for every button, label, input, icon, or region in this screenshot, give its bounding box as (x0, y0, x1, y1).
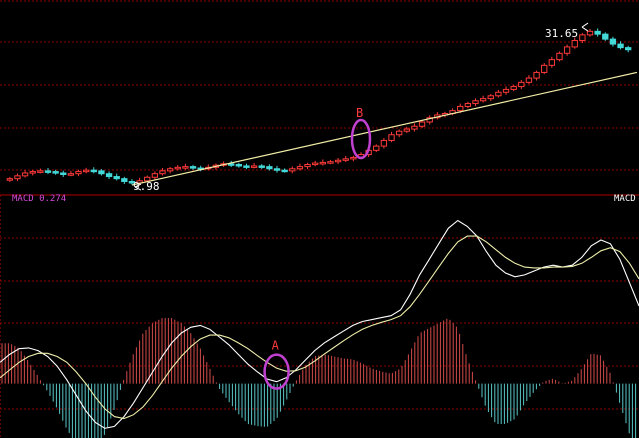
candle-body (319, 161, 326, 165)
candle-body (67, 173, 75, 176)
candle-body (174, 166, 181, 170)
high-price-label: 31.65 (545, 27, 578, 40)
candle-body (579, 34, 586, 42)
candle-body (60, 172, 67, 175)
candle-body (266, 166, 273, 170)
candle-body (518, 81, 525, 88)
candle-body (235, 164, 243, 167)
candle-body (418, 121, 426, 127)
candle-body (487, 95, 494, 100)
candle-body (373, 145, 380, 151)
macd-label: MACD 0.274 (12, 194, 66, 204)
macd-dif-line (0, 219, 639, 429)
candle-body (350, 156, 357, 160)
candle-body (312, 162, 319, 166)
candle-body (258, 165, 265, 168)
candle-body (327, 161, 334, 164)
candle-body (388, 134, 395, 141)
macd-panel (0, 219, 639, 438)
candle-body (548, 59, 556, 66)
candle-body (594, 30, 601, 35)
candle-body (121, 178, 128, 183)
candle-body (243, 165, 250, 168)
low-price-label: 9.98 (133, 180, 160, 193)
candle-body (525, 77, 533, 83)
candle-body (380, 139, 388, 147)
candle-body (289, 168, 296, 172)
candle-body (6, 178, 13, 181)
candle-body (541, 64, 548, 73)
candle-body (144, 176, 151, 182)
candle-body (189, 166, 197, 169)
marker-b-label: B (356, 106, 363, 120)
candle-body (510, 86, 517, 90)
candle-body (182, 166, 189, 169)
candle-body (52, 171, 59, 174)
candle-body (403, 128, 410, 132)
candle-body (105, 173, 113, 178)
candle-body (479, 98, 487, 102)
low-marker-arrow (134, 183, 142, 191)
candle-body (75, 171, 82, 175)
candle-body (14, 175, 21, 180)
candle-body (495, 91, 502, 97)
candle-body (29, 171, 36, 174)
macd-right-label: MACD (614, 194, 636, 204)
candle-body (464, 103, 472, 107)
candle-body (395, 130, 403, 136)
marker-a-label: A (272, 339, 280, 353)
candle-body (625, 47, 632, 51)
candle-body (457, 105, 464, 112)
candle-body (44, 170, 52, 173)
candle-body (273, 168, 281, 171)
candle-body (426, 117, 433, 123)
candle-body (586, 30, 594, 36)
candle-body (250, 165, 258, 168)
candle-body (98, 170, 105, 175)
candle-body (617, 43, 624, 49)
candle-body (281, 169, 288, 173)
candle-body (342, 158, 349, 161)
candle-body (411, 125, 418, 130)
candle-body (533, 71, 540, 79)
candle-body (21, 172, 29, 177)
candle-body (159, 170, 166, 175)
price-panel (6, 22, 638, 191)
candle-body (502, 88, 510, 93)
high-marker-arrow (581, 22, 589, 32)
candle-body (472, 100, 479, 105)
candle-body (296, 166, 304, 170)
candle-body (113, 176, 120, 180)
candle-body (609, 38, 617, 45)
trend-line (131, 71, 638, 186)
marker-b-ellipse (350, 118, 372, 160)
candle-body (37, 170, 44, 173)
candle-body (334, 159, 342, 163)
macd-dea-line (0, 235, 639, 420)
candle-body (602, 33, 609, 40)
candle-body (556, 52, 563, 61)
candle-body (166, 168, 174, 172)
candle-body (304, 164, 311, 168)
marker-a-ellipse (263, 353, 290, 390)
candle-body (563, 46, 571, 54)
candle-body (228, 163, 235, 166)
candle-body (90, 169, 97, 173)
candle-body (151, 173, 159, 178)
candle-body (82, 169, 90, 173)
candle-body (128, 181, 136, 184)
candle-body (571, 40, 578, 48)
